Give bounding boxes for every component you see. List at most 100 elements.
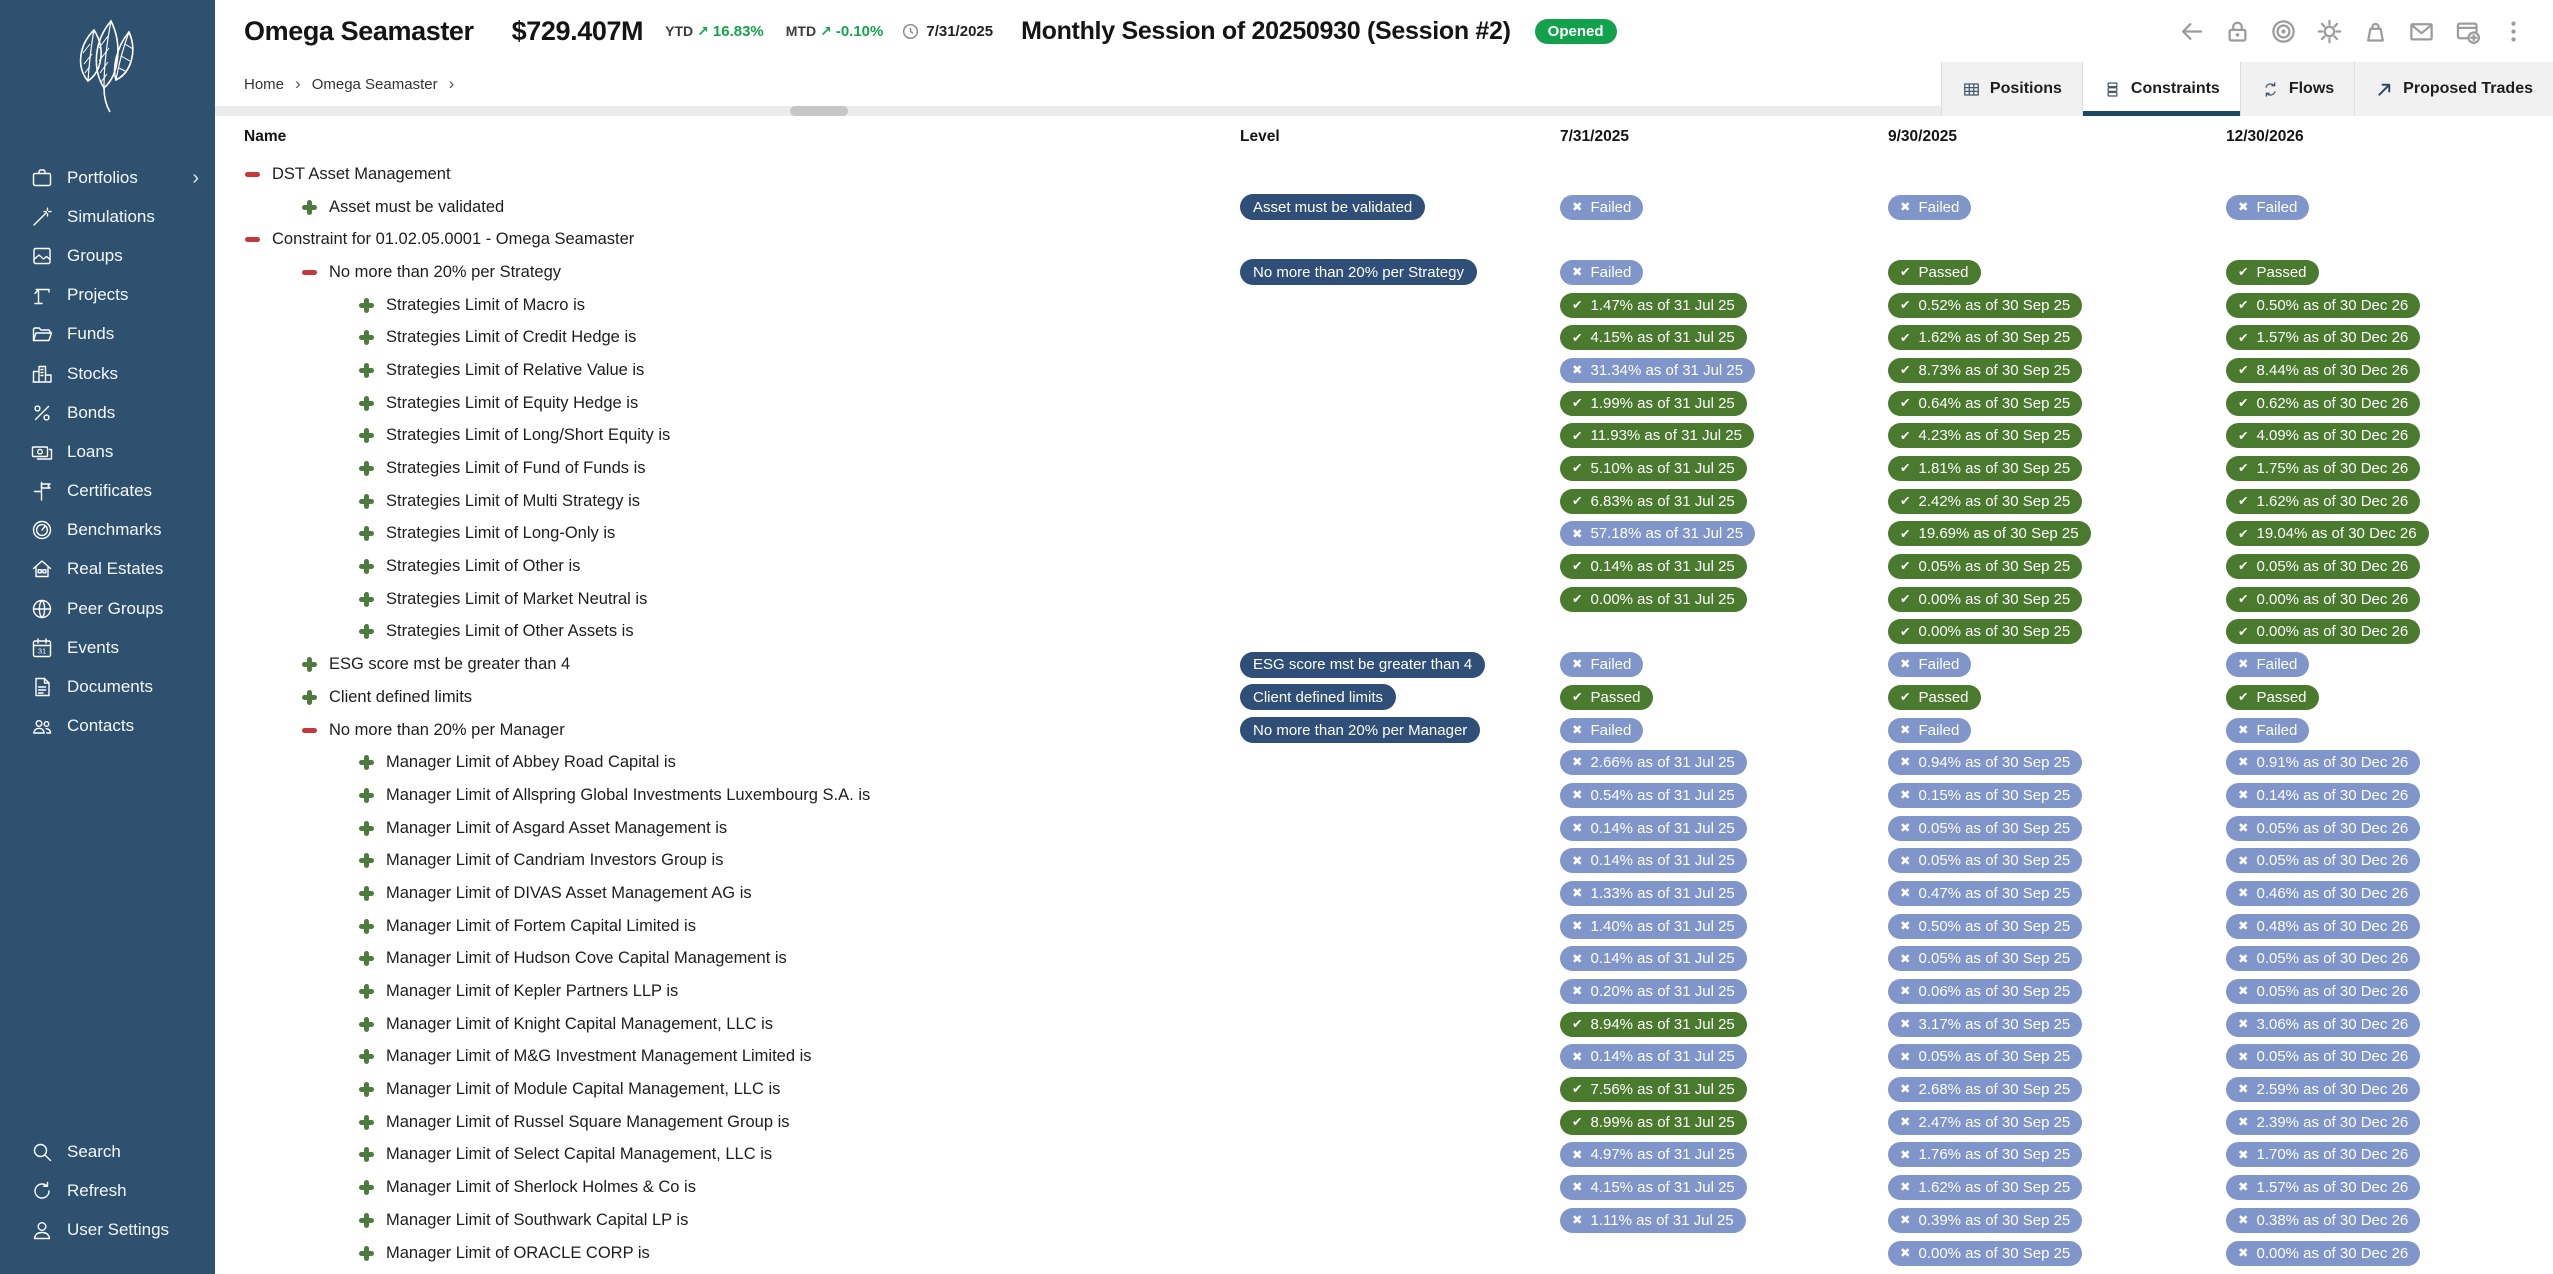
expand-toggle[interactable] <box>301 689 318 706</box>
name-cell: Manager Limit of Sherlock Holmes & Co is <box>215 1178 1240 1197</box>
tab-constraints[interactable]: Constraints <box>2081 62 2240 116</box>
status-badge: ✔ 2.42% as of 30 Sep 25 <box>1888 488 2083 514</box>
sidebar-item-bonds[interactable]: Bonds <box>0 393 215 432</box>
mail-button[interactable] <box>2408 18 2435 45</box>
sidebar-item-search[interactable]: Search <box>0 1132 215 1171</box>
x-icon: ✖ <box>2238 657 2249 672</box>
table-row: Manager Limit of Allspring Global Invest… <box>215 779 2553 812</box>
expand-toggle[interactable] <box>358 885 375 902</box>
expand-toggle[interactable] <box>301 656 318 673</box>
badge-text: 4.15% as of 31 Jul 25 <box>1590 329 1735 347</box>
expand-toggle[interactable] <box>358 460 375 477</box>
table-row: Manager Limit of M&G Investment Manageme… <box>215 1041 2553 1074</box>
weight-button[interactable] <box>2362 18 2389 45</box>
expand-toggle[interactable] <box>358 1179 375 1196</box>
x-icon: ✖ <box>2238 1049 2249 1064</box>
expand-toggle[interactable] <box>358 983 375 1000</box>
check-icon: ✔ <box>1572 559 1583 574</box>
status-badge: ✔ 1.62% as of 30 Sep 25 <box>1888 325 2083 351</box>
tab-positions[interactable]: Positions <box>1940 62 2082 116</box>
horizontal-scrollbar[interactable] <box>215 106 2553 116</box>
badge-text: 4.15% as of 31 Jul 25 <box>1590 1179 1735 1197</box>
gear-button[interactable] <box>2316 18 2343 45</box>
expand-toggle[interactable] <box>358 852 375 869</box>
expand-toggle[interactable] <box>358 362 375 379</box>
expand-toggle[interactable] <box>358 1114 375 1131</box>
x-icon: ✖ <box>1900 1016 1911 1031</box>
expand-toggle[interactable] <box>358 591 375 608</box>
expand-toggle[interactable] <box>358 427 375 444</box>
x-icon: ✖ <box>1572 820 1583 835</box>
expand-toggle[interactable] <box>301 199 318 216</box>
badge-text: 0.14% as of 30 Dec 26 <box>2256 786 2409 804</box>
sidebar-item-label: Events <box>67 637 119 657</box>
back-button[interactable] <box>2178 18 2205 45</box>
expand-toggle[interactable] <box>358 1081 375 1098</box>
value-cell: ✖ Failed <box>2226 717 2553 743</box>
x-icon: ✖ <box>2238 984 2249 999</box>
expand-toggle[interactable] <box>358 493 375 510</box>
value-cell: ✖ 1.33% as of 31 Jul 25 <box>1560 880 1888 906</box>
expand-toggle[interactable] <box>358 1048 375 1065</box>
collapse-toggle[interactable] <box>244 166 261 183</box>
sidebar-item-label: Contacts <box>67 716 135 736</box>
value-cell: ✖ 0.14% as of 31 Jul 25 <box>1560 848 1888 874</box>
target-button[interactable] <box>2270 18 2297 45</box>
expand-toggle[interactable] <box>358 558 375 575</box>
lock-button[interactable] <box>2224 18 2251 45</box>
sidebar-item-funds[interactable]: Funds <box>0 315 215 354</box>
expand-toggle[interactable] <box>358 1212 375 1229</box>
status-badge: ✖ Failed <box>1888 194 1972 220</box>
sidebar-item-user-settings[interactable]: User Settings <box>0 1211 215 1250</box>
expand-toggle[interactable] <box>358 754 375 771</box>
table-row: No more than 20% per Strategy No more tha… <box>215 256 2553 289</box>
sidebar-item-refresh[interactable]: Refresh <box>0 1172 215 1211</box>
collapse-toggle[interactable] <box>301 264 318 281</box>
sidebar-item-real-estates[interactable]: Real Estates <box>0 550 215 589</box>
expand-toggle[interactable] <box>358 918 375 935</box>
sidebar-item-events[interactable]: 31 Events <box>0 628 215 667</box>
collapse-toggle[interactable] <box>244 231 261 248</box>
expand-toggle[interactable] <box>358 525 375 542</box>
status-badge: ✖ 0.15% as of 30 Sep 25 <box>1888 782 2083 808</box>
breadcrumb-item-home[interactable]: Home <box>244 75 285 93</box>
collapse-toggle[interactable] <box>301 722 318 739</box>
check-icon: ✔ <box>1900 363 1911 378</box>
status-badge: ✔ 0.00% as of 30 Sep 25 <box>1888 619 2083 645</box>
sidebar-item-projects[interactable]: Projects <box>0 276 215 315</box>
sidebar-item-contacts[interactable]: Contacts <box>0 707 215 746</box>
table-row: Manager Limit of DIVAS Asset Management … <box>215 877 2553 910</box>
value-cell: ✖ 0.91% as of 30 Dec 26 <box>2226 750 2553 776</box>
sidebar-item-benchmarks[interactable]: Benchmarks <box>0 511 215 550</box>
x-icon: ✖ <box>1900 657 1911 672</box>
sidebar-item-certificates[interactable]: Certificates <box>0 472 215 511</box>
chevron-right-icon: › <box>448 74 455 93</box>
kebab-menu-button[interactable] <box>2500 18 2527 45</box>
sidebar-item-loans[interactable]: Loans <box>0 432 215 471</box>
new-window-button[interactable] <box>2454 18 2481 45</box>
expand-toggle[interactable] <box>358 787 375 804</box>
expand-toggle[interactable] <box>358 329 375 346</box>
expand-toggle[interactable] <box>358 1146 375 1163</box>
expand-toggle[interactable] <box>358 1016 375 1033</box>
tab-proposed-trades[interactable]: Proposed Trades <box>2354 62 2553 116</box>
status-badge: ✖ 0.00% as of 30 Dec 26 <box>2226 1240 2421 1266</box>
horizontal-scrollbar-thumb[interactable] <box>790 106 848 116</box>
value-cell: ✖ Failed <box>1560 717 1888 743</box>
x-icon: ✖ <box>1900 1245 1911 1260</box>
expand-toggle[interactable] <box>358 1245 375 1262</box>
sidebar-item-stocks[interactable]: Stocks <box>0 354 215 393</box>
sidebar-item-portfolios[interactable]: Portfolios › <box>0 158 215 197</box>
sidebar-item-groups[interactable]: Groups <box>0 236 215 275</box>
expand-toggle[interactable] <box>358 395 375 412</box>
sidebar-item-peer-groups[interactable]: Peer Groups <box>0 589 215 628</box>
tab-flows[interactable]: Flows <box>2239 62 2355 116</box>
expand-toggle[interactable] <box>358 623 375 640</box>
sidebar-item-documents[interactable]: Documents <box>0 667 215 706</box>
breadcrumb-item-omega-seamaster[interactable]: Omega Seamaster <box>311 75 438 93</box>
x-icon: ✖ <box>2238 853 2249 868</box>
expand-toggle[interactable] <box>358 820 375 837</box>
expand-toggle[interactable] <box>358 950 375 967</box>
expand-toggle[interactable] <box>358 297 375 314</box>
sidebar-item-simulations[interactable]: Simulations <box>0 197 215 236</box>
